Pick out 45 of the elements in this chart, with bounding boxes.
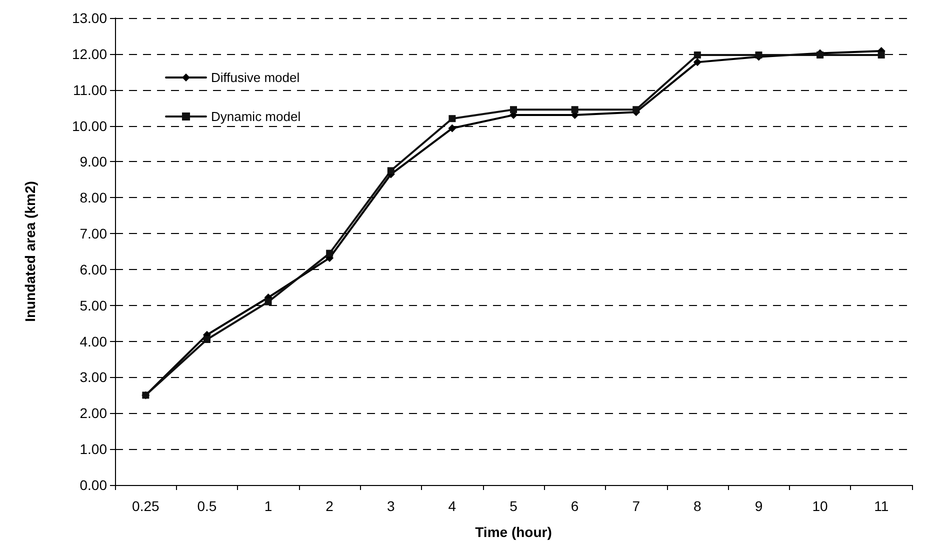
point <box>264 298 272 306</box>
point <box>448 124 456 132</box>
y-tick-label: 10.00 <box>72 118 108 134</box>
x-tick-label: 9 <box>754 498 763 514</box>
point <box>448 115 456 122</box>
point <box>693 58 702 66</box>
y-tick-label: 12.00 <box>72 46 108 62</box>
point <box>326 250 334 257</box>
point <box>632 106 640 114</box>
y-tick-label: 7.00 <box>80 226 108 242</box>
point <box>878 52 885 58</box>
x-tick-label: 5 <box>510 498 518 514</box>
y-tick-label: 9.00 <box>80 154 108 170</box>
legend-label: Diffusive model <box>211 70 300 85</box>
y-tick-label: 4.00 <box>80 333 108 350</box>
x-tick-label: 0.25 <box>132 498 160 514</box>
y-tick-label: 2.00 <box>80 405 108 422</box>
x-axis-title: Time (hour) <box>475 524 552 540</box>
y-axis-title: Inundated area (km2) <box>22 181 38 322</box>
x-tick-label: 8 <box>694 498 702 514</box>
point <box>694 52 701 58</box>
point <box>387 167 394 174</box>
x-tick-label: 1 <box>264 498 272 514</box>
x-tick-label: 6 <box>570 498 579 514</box>
x-tick-label: 2 <box>326 498 334 514</box>
x-tick-label: 11 <box>874 498 889 514</box>
x-tick-label: 3 <box>386 498 395 514</box>
y-tick-label: 3.00 <box>80 369 108 386</box>
point <box>816 52 824 58</box>
y-tick-label: 8.00 <box>80 190 108 206</box>
point <box>571 106 578 114</box>
y-tick-label: 13.00 <box>72 10 108 26</box>
point <box>510 106 517 114</box>
x-tick-label: 0.5 <box>197 498 217 514</box>
legend-label: Dynamic model <box>211 109 301 124</box>
y-tick-label: 0.00 <box>80 477 108 493</box>
y-tick-label: 1.00 <box>80 441 108 458</box>
point <box>203 336 210 344</box>
point <box>755 52 762 58</box>
x-tick-label: 4 <box>448 498 456 514</box>
y-tick-label: 5.00 <box>80 297 108 314</box>
y-tick-label: 11.00 <box>73 82 108 98</box>
x-tick-label: 10 <box>812 498 828 514</box>
x-tick-label: 7 <box>632 498 640 514</box>
y-tick-label: 6.00 <box>80 261 108 278</box>
